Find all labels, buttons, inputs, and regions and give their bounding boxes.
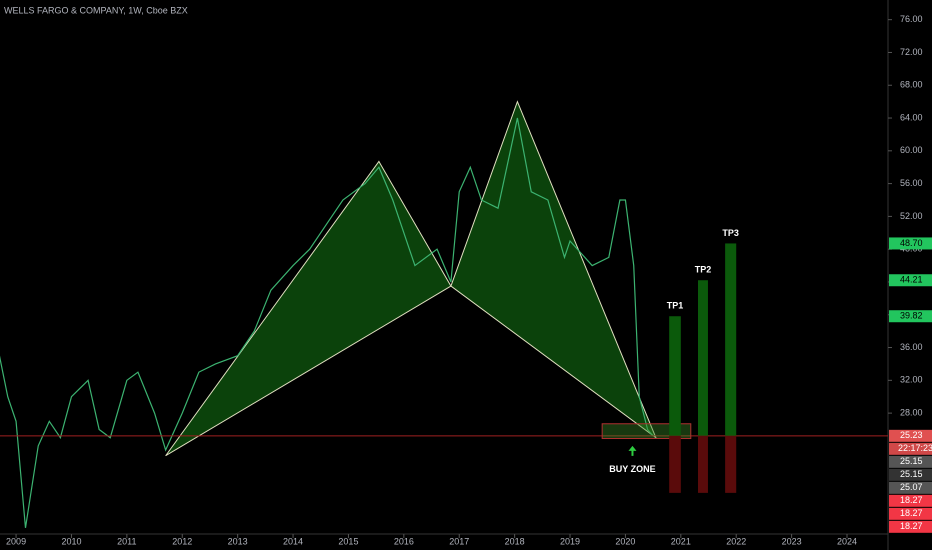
- countdown-bg: [889, 442, 932, 455]
- y-tick-label: 52.00: [900, 211, 923, 221]
- y-tick-label: 32.00: [900, 375, 923, 385]
- stacked-tag: [889, 520, 932, 533]
- x-tick-label: 2020: [615, 536, 635, 546]
- x-tick-label: 2009: [6, 536, 26, 546]
- price-tag-label: 48.70: [900, 238, 923, 248]
- price-tag: [889, 274, 932, 287]
- x-tick-label: 2024: [837, 536, 857, 546]
- price-tag: [889, 310, 932, 323]
- harmonic-pattern: [165, 160, 452, 457]
- x-tick-label: 2011: [117, 536, 136, 546]
- buy-zone-label: BUY ZONE: [609, 464, 655, 474]
- buy-arrow: [628, 445, 637, 456]
- target-box: [725, 243, 737, 436]
- stop-box: [725, 435, 737, 493]
- price-tag-label: 44.21: [900, 275, 923, 285]
- stacked-tag: [889, 455, 932, 468]
- stacked-tag-label: 18.27: [900, 495, 923, 505]
- stacked-tag: [889, 481, 932, 494]
- price-tag: [889, 429, 932, 442]
- x-tick-label: 2018: [505, 536, 525, 546]
- y-tick-label: 56.00: [900, 178, 923, 188]
- x-tick-label: 2016: [394, 536, 414, 546]
- x-tick-label: 2019: [560, 536, 580, 546]
- buy-zone: [601, 423, 692, 440]
- x-tick-label: 2023: [782, 536, 802, 546]
- y-tick-label: 68.00: [900, 80, 923, 90]
- stacked-tag: [889, 507, 932, 520]
- x-tick-label: 2021: [671, 536, 691, 546]
- countdown: 22:17:23: [898, 443, 932, 453]
- stop-box: [697, 435, 708, 493]
- x-tick-label: 2012: [172, 536, 192, 546]
- x-tick-label: 2015: [338, 536, 358, 546]
- stop-box: [669, 435, 681, 493]
- x-tick-label: 2022: [726, 536, 746, 546]
- stacked-tag-label: 25.15: [900, 469, 923, 479]
- chart-title: WELLS FARGO & COMPANY, 1W, Cboe BZX: [4, 5, 188, 15]
- stacked-tag-label: 18.27: [900, 508, 923, 518]
- y-tick-label: 76.00: [900, 14, 923, 24]
- price-tag-label: 39.82: [900, 311, 923, 321]
- price-line: [0, 117, 654, 528]
- x-tick-label: 2017: [449, 536, 469, 546]
- stacked-tag-label: 25.07: [900, 482, 923, 492]
- x-tick-label: 2010: [61, 536, 81, 546]
- target-box: [697, 280, 708, 436]
- stacked-tag: [889, 468, 932, 481]
- target-label: TP2: [695, 265, 712, 275]
- x-tick-label: 2013: [228, 536, 248, 546]
- target-label: TP3: [722, 228, 739, 238]
- price-tag-label: 25.23: [900, 430, 923, 440]
- x-tick-label: 2014: [283, 536, 303, 546]
- stacked-tag-label: 25.15: [900, 456, 923, 466]
- y-tick-label: 28.00: [900, 407, 923, 417]
- stacked-tag-label: 18.27: [900, 521, 923, 531]
- y-tick-label: 64.00: [900, 112, 923, 122]
- y-tick-label: 72.00: [900, 47, 923, 57]
- price-tag: [889, 237, 932, 250]
- harmonic-pattern: [450, 100, 658, 440]
- stacked-tag: [889, 494, 932, 507]
- target-label: TP1: [667, 301, 684, 311]
- y-tick-label: 36.00: [900, 342, 923, 352]
- y-tick-label: 60.00: [900, 145, 923, 155]
- target-box: [669, 316, 681, 436]
